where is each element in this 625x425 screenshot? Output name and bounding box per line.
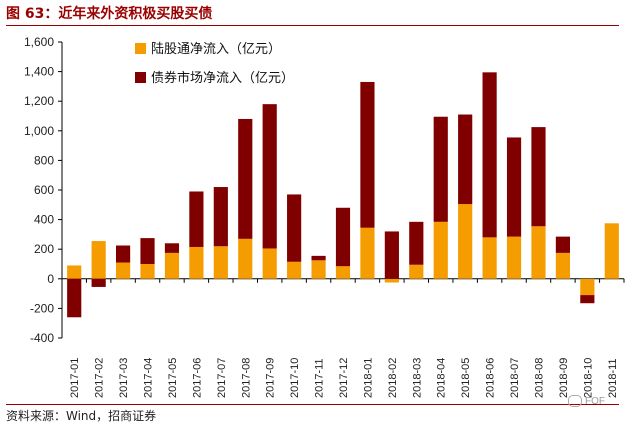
x-tick-label: 2017-06 [191, 358, 203, 398]
x-tick-label: 2017-07 [216, 358, 228, 398]
y-tick-label: 800 [34, 153, 54, 167]
bar-stock [580, 278, 595, 296]
bar-stock [189, 246, 204, 279]
watermark: FOF [568, 395, 605, 407]
x-tick-label: 2017-02 [94, 358, 106, 398]
wechat-icon [568, 395, 582, 407]
y-axis: -400 -200 0 200 400 600 800 1,000 1,200 1,400 1,60… [24, 35, 63, 345]
x-tick-label: 2018-05 [460, 358, 472, 398]
x-tick-label: 2017-09 [265, 358, 277, 398]
bar-bond [433, 116, 448, 222]
legend-label-stock: 陆股通净流入（亿元） [151, 41, 281, 57]
bar-bond [555, 236, 570, 253]
bar-bond [262, 104, 277, 249]
bar-stock [116, 262, 131, 279]
bar-stock [604, 223, 619, 279]
bar-bond [287, 194, 302, 262]
bar-stock [506, 236, 522, 279]
bar-stock [67, 265, 82, 279]
bar-bond [189, 191, 204, 247]
bar-bond [67, 278, 82, 318]
bar-bond [91, 278, 106, 287]
y-tick-label: 1,200 [24, 94, 54, 108]
x-tick-label: 2018-04 [436, 358, 448, 398]
x-tick-label: 2018-10 [582, 358, 594, 398]
bar-stock [458, 204, 473, 279]
bar-bond [409, 221, 424, 265]
bar-stock [287, 261, 302, 279]
bar-stock [164, 252, 180, 279]
legend: 陆股通净流入（亿元） 债券市场净流入（亿元） [135, 41, 294, 86]
bar-stock [335, 266, 351, 279]
x-tick-label: 2018-08 [533, 358, 545, 398]
bar-stock [482, 237, 497, 279]
source-note: 资料来源：Wind，招商证券 [6, 409, 157, 423]
x-tick-label: 2017-03 [118, 358, 130, 398]
bar-bond [238, 118, 253, 239]
y-tick-label: 600 [34, 183, 54, 197]
bar-stock [433, 221, 448, 279]
x-tick-label: 2018-09 [558, 358, 570, 398]
y-tick-label: 400 [34, 213, 54, 227]
x-tick-label: 2018-11 [607, 358, 619, 398]
bar-bond [164, 243, 180, 253]
y-tick-label: 0 [47, 272, 54, 286]
bar-stock [213, 246, 228, 279]
x-tick-label: 2018-07 [509, 358, 521, 398]
bar-stock [140, 264, 155, 279]
x-tick-label: 2018-06 [485, 358, 497, 398]
bar-bond [116, 245, 131, 263]
bar-stock [91, 241, 106, 279]
x-tick-label: 2017-11 [314, 358, 326, 398]
x-axis: 2017-01 2017-02 2017-03 2017-04 2017-05 2017-… [61, 278, 625, 398]
bar-stock [360, 227, 375, 279]
bar-stock [262, 248, 277, 279]
bar-bond [482, 72, 497, 238]
bar-bond [140, 238, 155, 264]
bar-stock [311, 260, 326, 279]
x-tick-label: 2017-01 [69, 358, 81, 398]
x-tick-label: 2018-02 [387, 358, 399, 398]
chart-title: 图 63：近年来外资积极买股买债 [6, 6, 213, 22]
bar-bond [311, 255, 326, 261]
bar-bond [458, 114, 473, 205]
y-tick-label: 1,000 [24, 124, 54, 138]
x-tick-label: 2017-05 [167, 358, 179, 398]
bar-stock [409, 264, 424, 279]
y-tick-label: -400 [30, 331, 54, 345]
watermark-label: FOF [585, 395, 605, 407]
y-tick-label: -200 [30, 301, 54, 315]
bar-stock [555, 252, 570, 279]
y-tick-label: 1,400 [24, 65, 54, 79]
bar-bond [506, 137, 522, 237]
bar-bond [335, 207, 351, 267]
bars [67, 72, 619, 318]
bar-bond [531, 127, 546, 227]
bar-bond [580, 295, 595, 304]
x-tick-label: 2017-12 [338, 358, 350, 398]
x-tick-label: 2017-10 [289, 358, 301, 398]
x-tick-label: 2017-04 [143, 358, 155, 398]
x-tick-label: 2018-01 [362, 358, 374, 398]
y-tick-label: 1,600 [24, 35, 54, 49]
footer-divider [6, 404, 619, 405]
title-divider [6, 25, 619, 26]
y-tick-label: 200 [34, 242, 54, 256]
x-tick-label: 2017-08 [240, 358, 252, 398]
bar-stock [531, 226, 546, 279]
x-tick-label: 2018-03 [411, 358, 423, 398]
bar-bond [213, 187, 228, 247]
legend-label-bond: 债券市场净流入（亿元） [151, 70, 294, 86]
bar-stock [384, 278, 399, 283]
legend-swatch-bond [135, 72, 146, 83]
bar-stock [238, 238, 253, 279]
bar-bond [360, 81, 375, 228]
legend-swatch-stock [135, 43, 146, 54]
bar-bond [384, 231, 399, 279]
